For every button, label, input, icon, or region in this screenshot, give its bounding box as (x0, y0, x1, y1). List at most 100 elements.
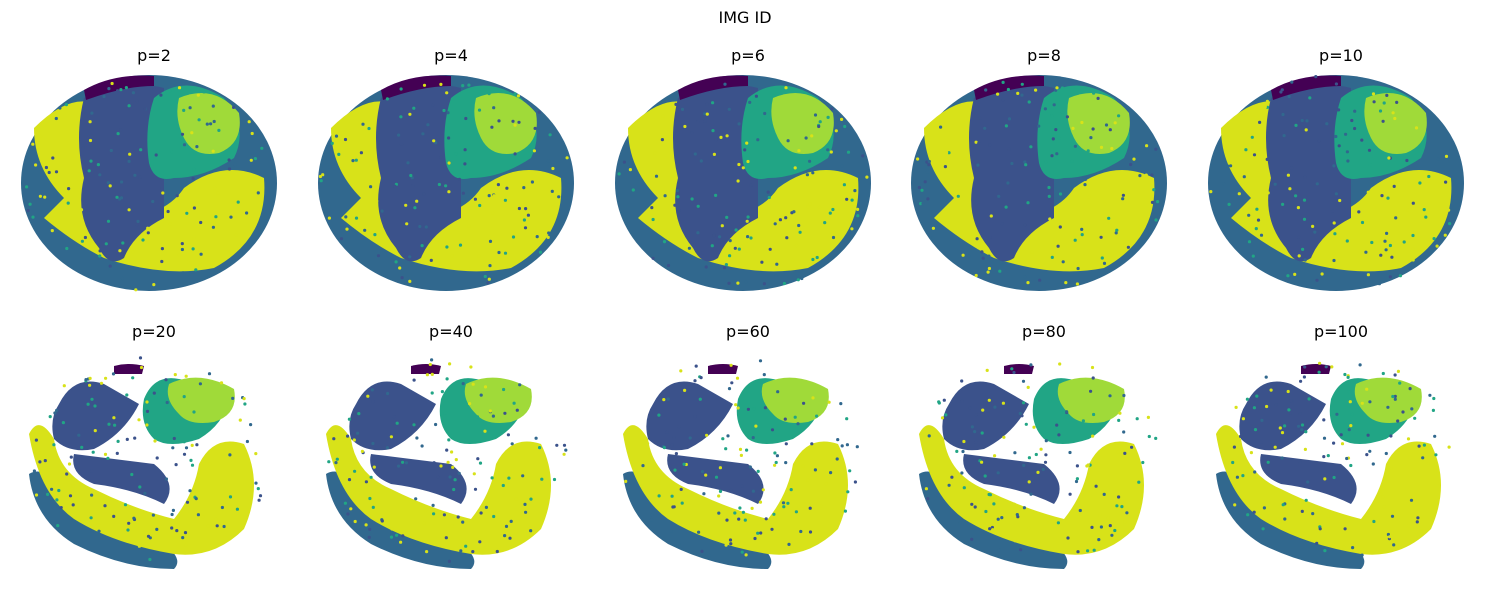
scatter-point (1337, 144, 1341, 148)
scatter-point (1078, 508, 1082, 513)
scatter-point (1222, 182, 1226, 186)
scatter-point (242, 397, 246, 401)
scatter-point (1334, 82, 1338, 86)
scatter-point (55, 408, 59, 413)
scatter-point (84, 378, 88, 382)
scatter-point (1086, 149, 1090, 153)
scatter-point (677, 209, 681, 213)
scatter-point (47, 170, 51, 175)
scatter-point (1043, 460, 1048, 464)
scatter-point (690, 131, 694, 135)
scatter-point (950, 475, 954, 479)
scatter-point (1318, 361, 1322, 365)
scatter-point (719, 135, 723, 139)
scatter-point (243, 402, 247, 406)
scatter-point (1013, 451, 1017, 455)
scatter-point (764, 517, 768, 521)
scatter-point (28, 202, 32, 206)
scatter-point (185, 211, 189, 215)
scatter-point (1364, 250, 1368, 254)
scatter-point (1252, 153, 1257, 157)
scatter-point (1130, 171, 1135, 175)
scatter-point (738, 262, 742, 266)
scatter-point (57, 488, 61, 493)
scatter-point (1348, 400, 1352, 404)
scatter-point (1385, 93, 1389, 97)
scatter-point (550, 189, 554, 193)
scatter-point (552, 477, 557, 482)
scatter-point (1346, 159, 1350, 163)
scatter-point (185, 500, 190, 504)
scatter-point (768, 247, 772, 251)
scatter-point (1360, 225, 1364, 230)
subplot-p60: p=60 (608, 320, 888, 590)
scatter-point (456, 515, 460, 519)
scatter-point (161, 191, 165, 195)
scatter-point (1122, 430, 1126, 434)
scatter-point (1427, 174, 1431, 179)
scatter-point (782, 505, 786, 509)
scatter-point (1387, 156, 1391, 160)
scatter-point (138, 175, 142, 179)
scatter-point (1209, 190, 1213, 194)
scatter-point (399, 87, 403, 91)
scatter-point (1004, 124, 1008, 128)
scatter-point (1156, 200, 1160, 204)
scatter-point (418, 224, 422, 229)
scatter-point (944, 413, 948, 417)
scatter-point (1078, 192, 1082, 197)
scatter-point (1075, 477, 1079, 481)
cluster-group (1216, 361, 1451, 569)
scatter-point (478, 203, 482, 208)
scatter-point (660, 138, 664, 142)
scatter-point (1050, 255, 1054, 259)
scatter-point (1253, 470, 1257, 474)
scatter-point (756, 138, 760, 142)
scatter-point (1421, 456, 1425, 460)
scatter-point (1447, 445, 1451, 449)
scatter-point (793, 166, 797, 170)
scatter-point (826, 115, 830, 119)
scatter-point (1447, 208, 1451, 212)
scatter-point (824, 482, 828, 486)
scatter-point (361, 122, 365, 126)
scatter-point (818, 504, 823, 508)
scatter-point (113, 423, 117, 427)
scatter-point (1056, 521, 1060, 525)
scatter-point (56, 524, 60, 528)
scatter-point (1117, 418, 1121, 422)
scatter-point (346, 434, 350, 438)
scatter-point (488, 409, 492, 413)
scatter-point (1258, 120, 1262, 124)
scatter-point (124, 86, 128, 90)
scatter-point (654, 174, 659, 178)
scatter-point (997, 548, 1001, 552)
scatter-point (452, 487, 456, 492)
scatter-point (190, 131, 194, 135)
scatter-point (154, 153, 158, 157)
scatter-point (367, 535, 371, 539)
scatter-point (1145, 144, 1149, 148)
scatter-point (360, 449, 364, 453)
scatter-point (983, 126, 987, 130)
scatter-point (751, 489, 755, 493)
scatter-point (511, 469, 515, 473)
scatter-point (127, 208, 131, 212)
scatter-point (725, 518, 729, 522)
scatter-point (1382, 505, 1386, 509)
scatter-point (763, 406, 767, 410)
scatter-point (1432, 396, 1436, 401)
scatter-point (988, 143, 992, 147)
scatter-point (1286, 274, 1290, 278)
scatter-point (984, 88, 988, 92)
scatter-point (127, 521, 131, 525)
scatter-point (1280, 88, 1284, 92)
scatter-point (1394, 216, 1398, 220)
scatter-point (220, 505, 224, 510)
scatter-point (467, 267, 471, 271)
scatter-point (963, 157, 967, 161)
scatter-point (679, 487, 683, 491)
scatter-point (1317, 139, 1321, 143)
scatter-point (1030, 250, 1034, 254)
scatter-point (797, 505, 801, 509)
